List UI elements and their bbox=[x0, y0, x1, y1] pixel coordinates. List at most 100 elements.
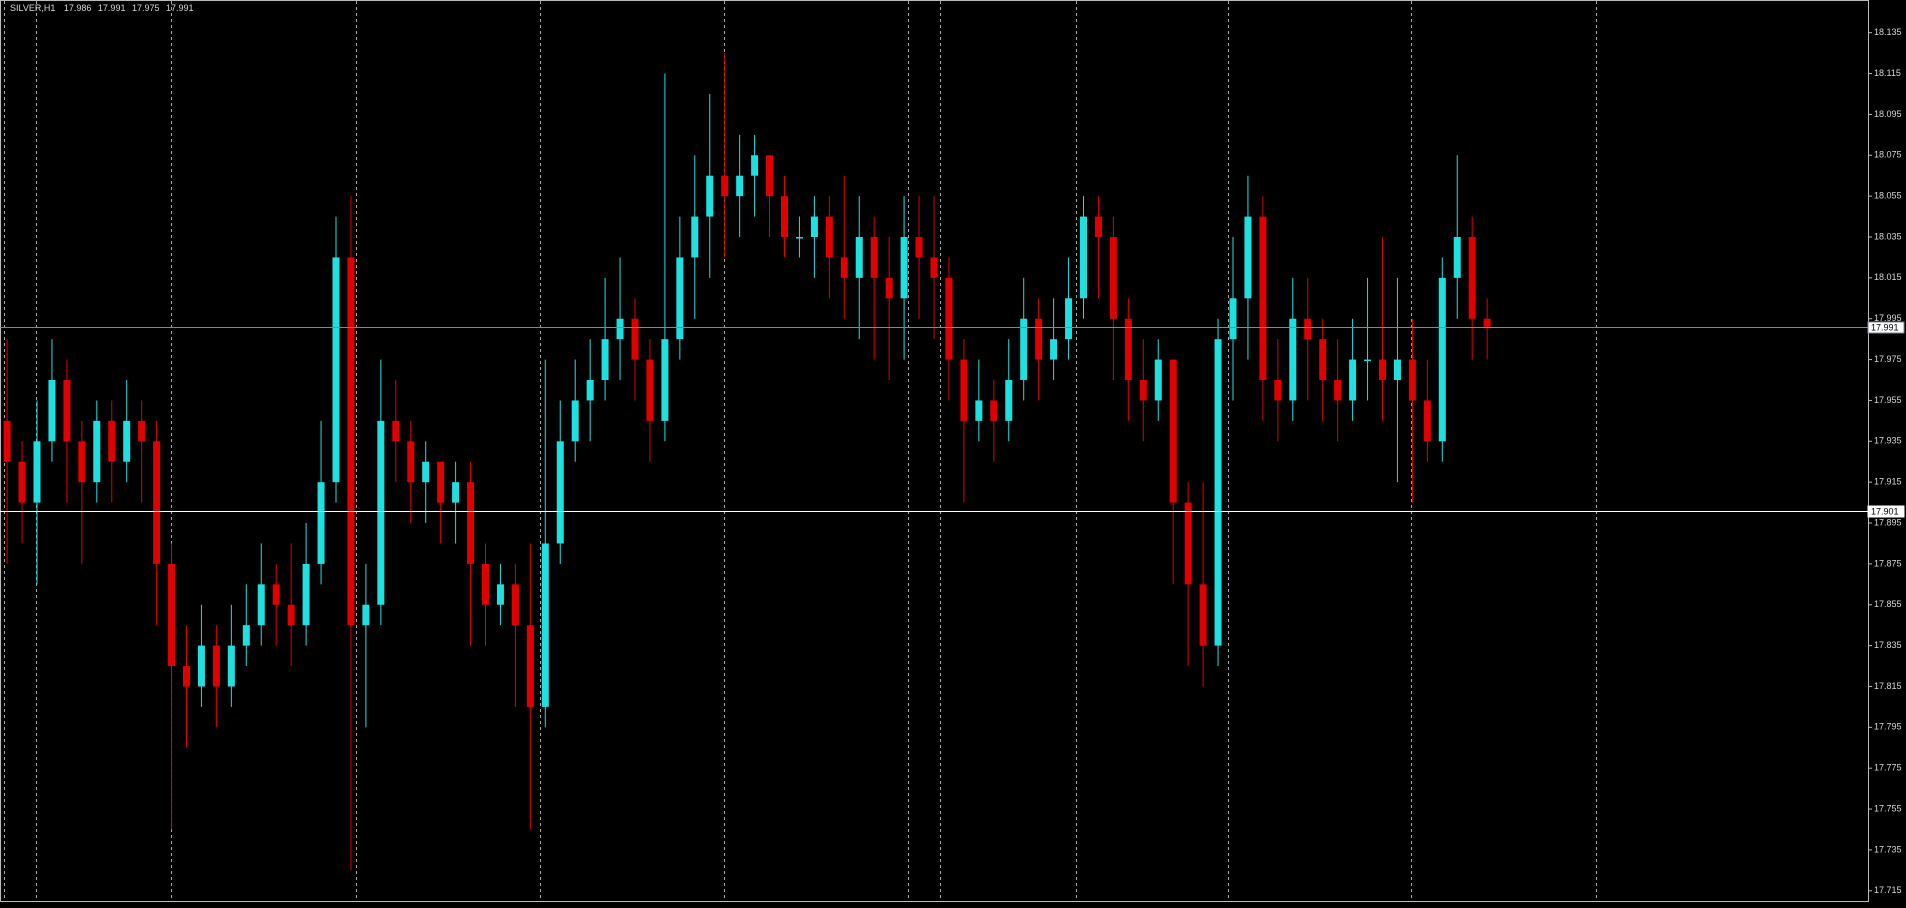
candle-body bbox=[227, 645, 235, 687]
candle-body bbox=[1334, 380, 1342, 401]
candle-body bbox=[138, 420, 146, 442]
y-tick-label: 17.755 bbox=[1874, 803, 1902, 813]
candle-body bbox=[287, 604, 295, 626]
candle-body bbox=[272, 584, 280, 605]
candle-body bbox=[93, 420, 101, 483]
candle-body bbox=[900, 236, 908, 299]
candle-body bbox=[915, 236, 923, 258]
candle-body bbox=[392, 420, 400, 442]
candle-body bbox=[751, 155, 759, 176]
candle-body bbox=[1438, 277, 1446, 442]
candle-body bbox=[362, 604, 370, 626]
candle-body bbox=[990, 400, 998, 421]
candle-body bbox=[795, 236, 803, 239]
candle-body bbox=[1349, 359, 1357, 401]
candle-body bbox=[347, 257, 355, 626]
candle-body bbox=[1408, 359, 1416, 401]
candle-body bbox=[541, 543, 549, 707]
y-tick-label: 18.095 bbox=[1874, 109, 1902, 119]
candle-body bbox=[960, 359, 968, 421]
candle-body bbox=[825, 216, 833, 258]
y-tick-label: 18.035 bbox=[1874, 231, 1902, 241]
candle-body bbox=[601, 339, 609, 381]
y-tick-label: 18.115 bbox=[1874, 68, 1901, 78]
separators bbox=[4, 1, 1597, 901]
candle-body bbox=[616, 318, 624, 340]
candle-body bbox=[676, 257, 684, 340]
candle-body bbox=[975, 400, 983, 421]
candle-body bbox=[123, 420, 131, 462]
candle-body bbox=[736, 175, 744, 197]
candle-body bbox=[1050, 339, 1058, 360]
y-tick-label: 17.935 bbox=[1874, 436, 1902, 446]
candle-body bbox=[48, 380, 56, 442]
price-label: 17.901 bbox=[1871, 506, 1899, 516]
candle-body bbox=[183, 666, 190, 687]
candle-body bbox=[1035, 318, 1043, 360]
y-tick-label: 17.955 bbox=[1874, 395, 1902, 405]
candle-body bbox=[1379, 359, 1386, 381]
y-tick-label: 18.135 bbox=[1874, 27, 1902, 37]
price-label-box bbox=[1867, 505, 1905, 518]
y-tick-label: 17.875 bbox=[1874, 558, 1902, 568]
candle-body bbox=[1214, 339, 1222, 646]
candle-body bbox=[1169, 359, 1177, 503]
y-tick-label: 18.055 bbox=[1874, 191, 1902, 201]
candle-body bbox=[1139, 380, 1147, 401]
candle-body bbox=[1184, 502, 1192, 585]
y-tick-label: 17.815 bbox=[1874, 681, 1902, 691]
candle-body bbox=[766, 155, 774, 197]
candle-body bbox=[1259, 216, 1267, 381]
candle-body bbox=[1423, 400, 1431, 442]
price-label-box bbox=[1867, 321, 1905, 334]
y-tick-label: 17.895 bbox=[1874, 517, 1902, 527]
candle-body bbox=[586, 380, 594, 401]
candle-body bbox=[1289, 318, 1297, 401]
candle-body bbox=[511, 584, 519, 626]
candle-body bbox=[556, 441, 564, 544]
candle-body bbox=[781, 196, 788, 237]
candle-body bbox=[1468, 236, 1476, 319]
y-tick-label: 17.795 bbox=[1874, 722, 1902, 732]
candle-body bbox=[810, 216, 818, 237]
candle-body bbox=[885, 277, 893, 299]
candle-body bbox=[1094, 216, 1102, 237]
header-value: 17.991 bbox=[98, 3, 126, 13]
price-label: 17.991 bbox=[1871, 322, 1899, 332]
candle-body bbox=[1244, 216, 1252, 299]
candle-body bbox=[930, 257, 938, 278]
candle-body bbox=[377, 420, 385, 605]
candle-body bbox=[855, 236, 863, 278]
candle-body bbox=[3, 420, 11, 462]
candle-body bbox=[840, 257, 848, 278]
candle-body bbox=[1199, 584, 1207, 646]
y-tick-label: 17.855 bbox=[1874, 599, 1902, 609]
candle-body bbox=[571, 400, 579, 442]
candle-body bbox=[526, 625, 534, 707]
candle-body bbox=[168, 563, 176, 667]
candle-body bbox=[1065, 298, 1073, 340]
candle-body bbox=[63, 380, 71, 442]
y-tick-label: 17.775 bbox=[1874, 763, 1902, 773]
header-value: 17.975 bbox=[132, 3, 160, 13]
candle-body bbox=[1483, 318, 1491, 327]
candle-body bbox=[332, 257, 340, 483]
candle-body bbox=[1005, 380, 1013, 421]
candle-body bbox=[407, 441, 415, 483]
candle-body bbox=[257, 584, 265, 626]
candle-body bbox=[108, 420, 116, 462]
candle-body bbox=[1274, 380, 1282, 401]
candle-body bbox=[1453, 236, 1461, 278]
candle-body bbox=[302, 563, 310, 626]
chart-header: SILVER,H1 17.986 17.991 17.975 17.991 bbox=[10, 3, 194, 13]
plot-frame bbox=[0, 0, 1869, 902]
candle-body bbox=[706, 175, 714, 217]
y-tick-label: 17.915 bbox=[1874, 477, 1902, 487]
candle-body bbox=[33, 441, 41, 503]
candle-body bbox=[945, 277, 953, 360]
candle-body bbox=[1154, 359, 1162, 401]
candle-body bbox=[1124, 318, 1132, 381]
candle-body bbox=[467, 482, 475, 564]
